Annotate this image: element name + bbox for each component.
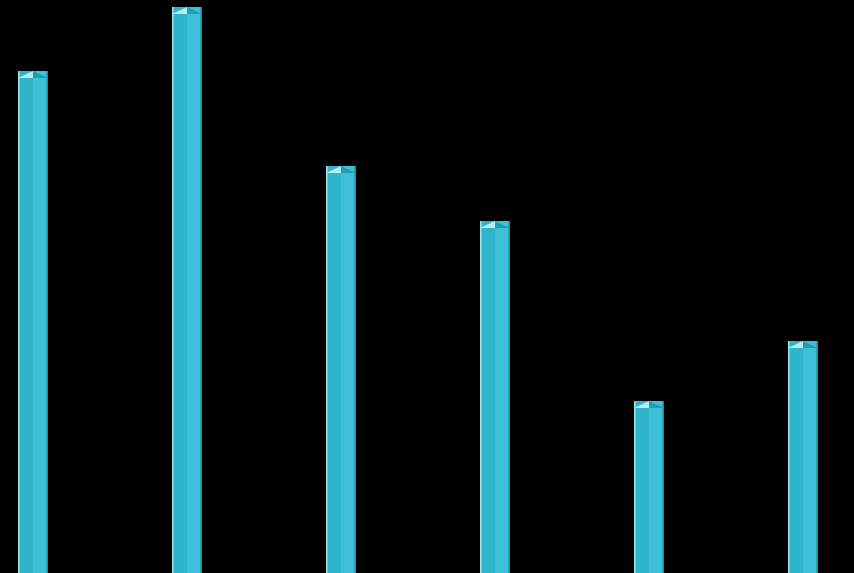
- bar-cap-right: [341, 166, 356, 173]
- bar-cap: [172, 7, 202, 14]
- bar-cap: [480, 221, 510, 228]
- bar-2: [172, 7, 202, 573]
- bar-1: [18, 71, 48, 573]
- bar-cap-right: [803, 341, 818, 348]
- bar-cap-left: [480, 221, 495, 228]
- bar-6: [788, 341, 818, 573]
- bar-cap-right: [649, 401, 664, 408]
- bar-chart: [0, 0, 854, 573]
- bar-cap: [18, 71, 48, 78]
- bar-3: [326, 166, 356, 573]
- bar-cap-left: [788, 341, 803, 348]
- bar-cap: [326, 166, 356, 173]
- bar-cap-left: [634, 401, 649, 408]
- bar-cap: [634, 401, 664, 408]
- bar-face: [480, 221, 510, 573]
- bar-cap-left: [172, 7, 187, 14]
- bar-cap-right: [187, 7, 202, 14]
- bar-cap-left: [326, 166, 341, 173]
- bar-4: [480, 221, 510, 573]
- bar-face: [788, 341, 818, 573]
- bar-face: [18, 71, 48, 573]
- bar-5: [634, 401, 664, 573]
- bar-cap: [788, 341, 818, 348]
- bar-face: [172, 7, 202, 573]
- bar-face: [326, 166, 356, 573]
- bar-cap-left: [18, 71, 33, 78]
- bar-face: [634, 401, 664, 573]
- bar-cap-right: [495, 221, 510, 228]
- bar-cap-right: [33, 71, 48, 78]
